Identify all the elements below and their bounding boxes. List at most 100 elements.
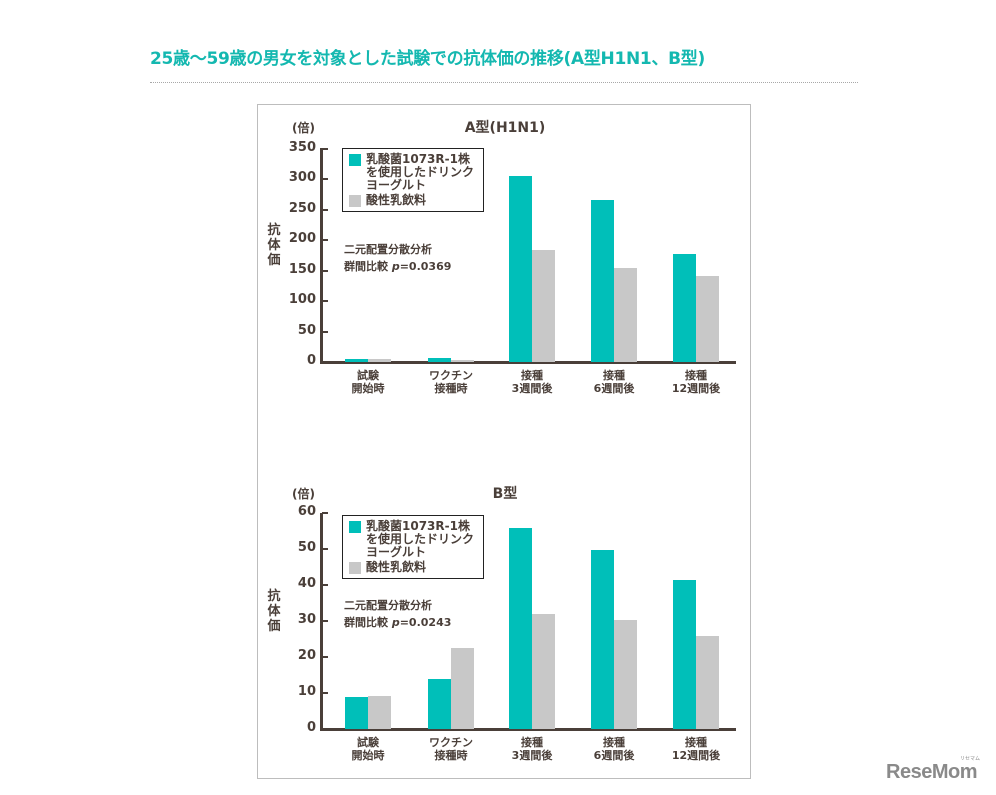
stat-pvalue: 群間比較 p=0.0369 <box>344 258 451 275</box>
bar-yogurt <box>428 357 451 362</box>
legend-item-yogurt: 乳酸菌1073R-1株を使用したドリンクヨーグルト <box>349 153 477 192</box>
bar-control <box>368 695 391 729</box>
x-axis <box>320 728 736 731</box>
y-tick-label: 0 <box>306 353 316 368</box>
y-tick <box>322 269 328 272</box>
stat-pvalue: 群間比較 p=0.0243 <box>344 614 451 631</box>
bar-yogurt <box>591 200 614 362</box>
y-tick <box>322 728 328 730</box>
bar-yogurt <box>345 358 368 362</box>
x-tick-label: ワクチン 接種時 <box>429 736 473 762</box>
stat-method: 二元配置分散分析 <box>344 599 432 612</box>
y-tick <box>322 239 328 242</box>
y-tick-label: 100 <box>288 292 316 308</box>
y-axis-label: 抗体価 <box>267 223 281 268</box>
y-tick-label: 350 <box>288 140 316 155</box>
legend-label: 乳酸菌1073R-1株を使用したドリンクヨーグルト <box>366 152 475 192</box>
chart-frame: A型(H1N1) (倍) 抗体価 0 50 100 150 200 250 300 350 試… <box>257 104 751 779</box>
resemom-logo: ReseMom <box>886 761 977 783</box>
stat-prefix: 群間比較 <box>344 260 392 273</box>
bar-control <box>696 636 719 729</box>
y-tick <box>322 148 328 150</box>
y-tick-label: 10 <box>297 684 316 699</box>
x-tick-label: 接種 6週間後 <box>593 369 635 395</box>
y-tick <box>322 620 328 622</box>
stat-p: p <box>391 616 400 629</box>
y-tick-label: 40 <box>297 576 316 591</box>
y-unit-label: (倍) <box>292 121 315 135</box>
title-divider <box>150 82 858 83</box>
chart-title: A型(H1N1) <box>464 120 546 136</box>
bar-yogurt <box>673 579 696 729</box>
x-tick-label: 接種 6週間後 <box>593 736 635 762</box>
y-tick <box>322 208 328 211</box>
x-tick-label: 試験 開始時 <box>351 369 385 395</box>
y-tick <box>322 584 328 586</box>
y-unit-label: (倍) <box>292 487 315 501</box>
bar-control <box>368 358 391 362</box>
y-tick-label: 150 <box>288 261 316 277</box>
chart-title: B型 <box>492 486 518 502</box>
y-tick <box>322 178 328 181</box>
legend-item-yogurt: 乳酸菌1073R-1株を使用したドリンクヨーグルト <box>349 520 477 559</box>
legend-label: 酸性乳飲料 <box>366 193 427 207</box>
y-tick-label: 20 <box>297 648 316 663</box>
x-tick-label: 接種 12週間後 <box>671 736 721 762</box>
x-tick-label: 接種 3週間後 <box>511 736 553 762</box>
y-tick <box>322 361 328 363</box>
legend-label: 乳酸菌1073R-1株を使用したドリンクヨーグルト <box>366 519 475 559</box>
y-tick <box>322 330 328 333</box>
x-tick-label: 接種 3週間後 <box>511 369 553 395</box>
y-tick <box>322 512 328 514</box>
legend-item-control: 酸性乳飲料 <box>349 194 477 207</box>
stat-value: =0.0243 <box>399 616 452 629</box>
stat-method: 二元配置分散分析 <box>344 243 432 256</box>
bar-control <box>614 268 637 362</box>
y-tick-label: 50 <box>297 540 316 555</box>
stat-annotation: 二元配置分散分析 群間比較 p=0.0243 <box>344 597 451 631</box>
stat-value: =0.0369 <box>399 260 452 273</box>
stat-annotation: 二元配置分散分析 群間比較 p=0.0369 <box>344 241 451 275</box>
y-axis <box>320 148 323 363</box>
y-tick-label: 0 <box>306 720 316 735</box>
bar-control <box>451 360 474 362</box>
page-title: 25歳〜59歳の男女を対象とした試験での抗体価の推移(A型H1N1、B型) <box>150 49 705 69</box>
chart-b: B型 (倍) 抗体価 0 10 20 30 40 50 60 試験 開始時 ワクチン 接種時 接種 3… <box>258 471 752 795</box>
x-axis <box>320 361 736 364</box>
bar-yogurt <box>591 549 614 729</box>
chart-a-h1n1: A型(H1N1) (倍) 抗体価 0 50 100 150 200 250 300 350 試… <box>258 105 752 435</box>
legend-swatch-teal <box>349 521 361 533</box>
legend-swatch-gray <box>349 195 361 207</box>
legend: 乳酸菌1073R-1株を使用したドリンクヨーグルト 酸性乳飲料 <box>342 515 484 579</box>
y-tick-label: 200 <box>288 231 316 247</box>
x-tick-label: ワクチン 接種時 <box>429 369 473 395</box>
y-tick-label: 60 <box>297 504 316 519</box>
legend-label: 酸性乳飲料 <box>366 560 427 574</box>
y-tick <box>322 656 328 658</box>
bar-yogurt <box>673 254 696 362</box>
legend-item-control: 酸性乳飲料 <box>349 561 477 574</box>
y-axis <box>320 513 323 730</box>
bar-control <box>532 614 555 729</box>
y-tick <box>322 692 328 694</box>
bar-yogurt <box>509 175 532 362</box>
y-tick-label: 30 <box>297 612 316 627</box>
bar-yogurt <box>509 528 532 729</box>
bar-control <box>451 647 474 729</box>
bar-control <box>696 276 719 362</box>
y-tick-label: 50 <box>297 322 316 338</box>
y-tick-label: 300 <box>288 170 316 186</box>
y-tick-label: 250 <box>288 200 316 216</box>
y-tick <box>322 548 328 550</box>
legend: 乳酸菌1073R-1株を使用したドリンクヨーグルト 酸性乳飲料 <box>342 148 484 212</box>
legend-swatch-teal <box>349 154 361 166</box>
y-tick <box>322 300 328 303</box>
bar-yogurt <box>428 678 451 729</box>
resemom-logo-sub: リセマム <box>960 756 981 762</box>
stat-p: p <box>391 260 400 273</box>
y-axis-label: 抗体価 <box>267 589 281 634</box>
bar-yogurt <box>345 696 368 729</box>
bar-control <box>614 620 637 729</box>
x-tick-label: 接種 12週間後 <box>671 369 721 395</box>
legend-swatch-gray <box>349 562 361 574</box>
